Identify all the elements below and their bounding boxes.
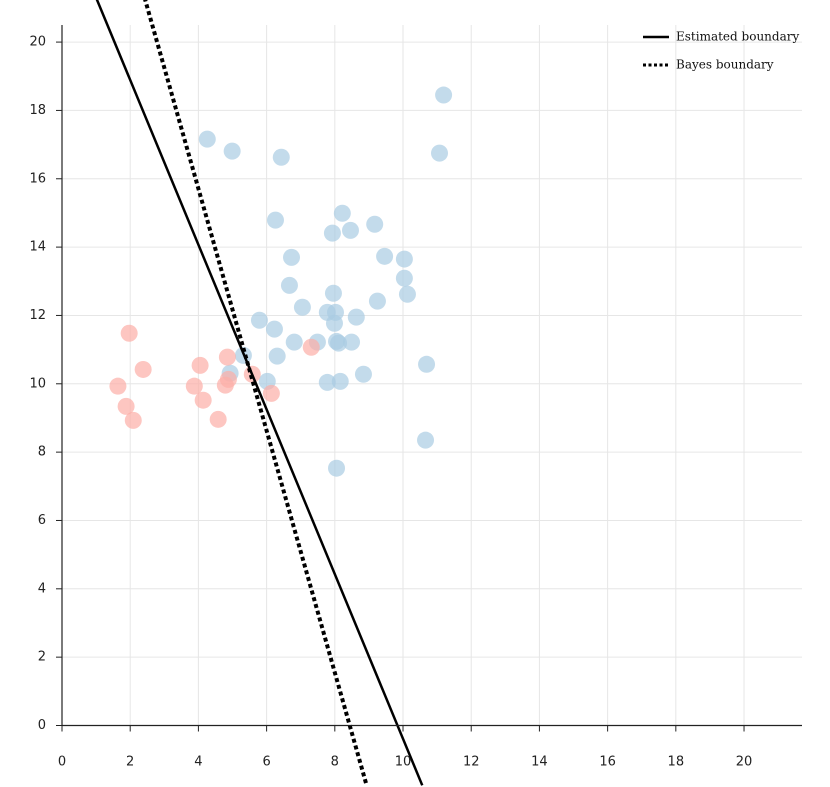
point-class-blue <box>376 247 394 265</box>
point-class-blue <box>435 86 453 104</box>
point-class-red <box>185 377 203 395</box>
y-tick-label: 0 <box>38 718 46 733</box>
point-class-blue <box>272 148 290 166</box>
boundary-lines <box>95 0 424 786</box>
point-class-blue <box>395 250 413 268</box>
point-class-blue <box>341 221 359 239</box>
legend-label-bayes: Bayes boundary <box>676 58 774 72</box>
y-tick-label: 8 <box>38 445 46 460</box>
y-tick-label: 4 <box>38 581 46 596</box>
x-tick-label: 20 <box>736 754 753 769</box>
point-class-red <box>302 338 320 356</box>
point-class-blue <box>324 284 342 302</box>
y-tick-label: 10 <box>29 376 46 391</box>
point-class-red <box>209 410 227 428</box>
point-class-red <box>124 411 142 429</box>
x-tick-label: 0 <box>58 754 66 769</box>
point-class-blue <box>325 314 343 332</box>
x-tick-label: 10 <box>395 754 412 769</box>
point-class-blue <box>293 298 311 316</box>
point-class-blue <box>323 224 341 242</box>
point-class-blue <box>266 211 284 229</box>
point-class-red <box>262 384 280 402</box>
point-class-red <box>191 356 209 374</box>
point-class-blue <box>343 333 361 351</box>
point-class-blue <box>398 285 416 303</box>
point-class-red <box>120 324 138 342</box>
point-class-blue <box>354 365 372 383</box>
point-class-blue <box>395 269 413 287</box>
point-class-blue <box>283 248 301 266</box>
y-tick-label: 2 <box>38 650 46 665</box>
point-class-blue <box>330 334 348 352</box>
point-class-blue <box>331 372 349 390</box>
point-class-blue <box>333 204 351 222</box>
x-tick-label: 4 <box>194 754 202 769</box>
point-class-blue <box>418 355 436 373</box>
point-class-red <box>194 391 212 409</box>
axes: 0 2 4 6 8 10 12 14 16 18 20 0 2 4 6 8 10 12 14 16 18 20 <box>29 25 802 769</box>
y-tick-label: 6 <box>38 513 46 528</box>
legend: Estimated boundary Bayes boundary <box>643 30 799 72</box>
point-class-red <box>219 370 237 388</box>
x-tick-label: 14 <box>531 754 548 769</box>
point-class-blue <box>431 144 449 162</box>
legend-label-estimated: Estimated boundary <box>676 30 799 44</box>
x-tick-label: 6 <box>262 754 270 769</box>
y-tick-label: 18 <box>29 103 46 118</box>
point-class-blue <box>347 308 365 326</box>
points <box>109 86 453 477</box>
y-tick-label: 20 <box>29 35 46 50</box>
point-class-blue <box>268 347 286 365</box>
point-class-blue <box>280 276 298 294</box>
x-tick-label: 8 <box>331 754 339 769</box>
x-tick-label: 2 <box>126 754 134 769</box>
grid <box>61 25 802 726</box>
point-class-blue <box>366 215 384 233</box>
y-tick-label: 12 <box>29 308 46 323</box>
y-tick-label: 14 <box>29 240 46 255</box>
point-class-blue <box>318 373 336 391</box>
estimated-boundary-line <box>95 0 424 786</box>
bayes-boundary-line <box>143 0 369 786</box>
point-class-red <box>218 348 236 366</box>
x-tick-label: 16 <box>599 754 616 769</box>
point-class-blue <box>198 130 216 148</box>
point-class-red <box>109 377 127 395</box>
x-tick-label: 18 <box>668 754 685 769</box>
point-class-blue <box>285 333 303 351</box>
point-class-red <box>117 397 135 415</box>
point-class-blue <box>265 320 283 338</box>
point-class-blue <box>223 142 241 160</box>
y-tick-label: 16 <box>29 171 46 186</box>
point-class-blue <box>417 431 435 449</box>
point-class-red <box>134 360 152 378</box>
point-class-blue <box>328 459 346 477</box>
point-class-blue <box>368 292 386 310</box>
x-tick-label: 12 <box>463 754 480 769</box>
point-class-blue <box>250 311 268 329</box>
